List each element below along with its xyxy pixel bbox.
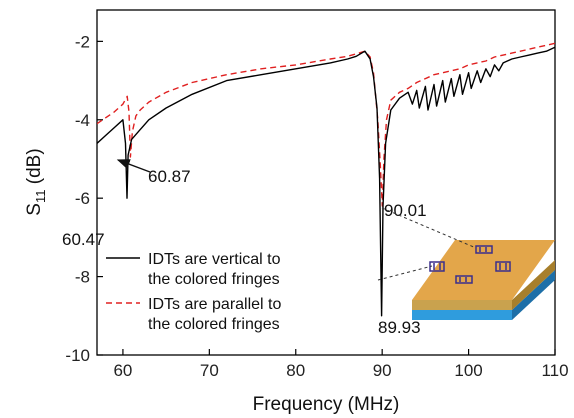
legend: IDTs are vertical to the colored fringes…	[106, 251, 281, 333]
legend-label-parallel-1: IDTs are parallel to	[148, 296, 281, 313]
plot-frame	[96, 9, 556, 356]
substrate-side	[512, 270, 555, 320]
x-axis-title: Frequency (MHz)	[253, 394, 400, 415]
x-tick-label: 90	[373, 361, 392, 380]
annotation-60-47: 60.47	[62, 230, 105, 249]
x-tick-label: 60	[113, 361, 132, 380]
device-inset	[377, 207, 555, 320]
y-axis-title-sub: 11	[33, 190, 48, 204]
series-line-vertical	[97, 46, 555, 317]
y-tick-label: -10	[65, 346, 90, 365]
series-group	[97, 42, 555, 317]
callout-line-upper	[381, 207, 477, 249]
idt-electrode	[429, 261, 445, 272]
idt-electrode	[455, 275, 473, 284]
x-axis: 60 70 80 90 100 110	[113, 349, 569, 380]
idt-electrode	[495, 261, 511, 272]
film-front	[412, 300, 512, 310]
film-side	[512, 260, 555, 310]
arrow-60-87	[116, 159, 151, 173]
y-axis-title-text: S11 (dB)	[24, 148, 48, 215]
y-tick-label: -8	[75, 268, 90, 287]
legend-label-vertical-2: the colored fringes	[148, 271, 280, 288]
idt-electrode	[475, 245, 493, 254]
annotation-90-01: 90.01	[384, 201, 427, 220]
x-tick-label: 80	[286, 361, 305, 380]
y-tick-label: -4	[75, 111, 90, 130]
annotation-60-87: 60.87	[148, 167, 191, 186]
legend-label-vertical-1: IDTs are vertical to	[148, 251, 281, 268]
x-tick-label: 110	[541, 361, 568, 380]
y-axis-title-unit: (dB)	[24, 148, 45, 189]
substrate-front	[412, 310, 512, 320]
film-top	[412, 240, 555, 300]
y-tick-label: -6	[75, 189, 90, 208]
y-tick-label: -2	[75, 32, 90, 51]
idt-electrodes	[429, 245, 511, 284]
x-tick-label: 100	[454, 361, 482, 380]
callout-line-lower	[377, 265, 433, 281]
y-axis-title-main: S	[24, 203, 45, 216]
y-axis-title: S11 (dB)	[24, 148, 48, 215]
legend-label-parallel-2: the colored fringes	[148, 316, 280, 333]
annotation-89-93: 89.93	[378, 318, 421, 337]
x-tick-label: 70	[200, 361, 219, 380]
series-line-parallel	[97, 42, 555, 207]
y-axis: -10 -8 -6 -4 -2	[65, 32, 103, 365]
